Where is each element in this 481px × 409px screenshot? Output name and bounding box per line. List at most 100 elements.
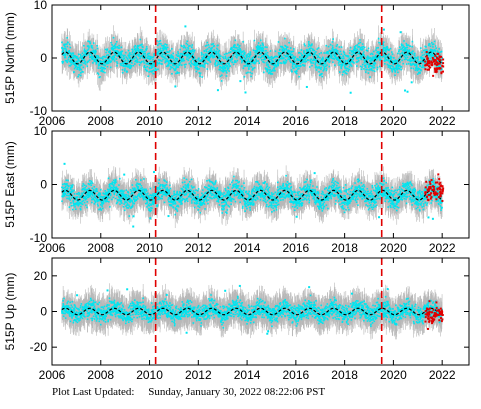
data-point [115,50,117,52]
data-point [186,50,188,52]
data-point [276,66,278,68]
data-point [95,51,97,53]
data-point [185,47,187,49]
data-point [73,57,75,59]
data-point [345,70,347,72]
data-point [141,61,143,63]
data-point [365,71,367,73]
data-point [101,69,103,71]
data-point [259,54,261,56]
data-point [78,74,80,76]
data-point [251,66,253,68]
data-point [332,38,334,40]
data-point [394,74,396,76]
data-point [370,53,372,55]
data-point [345,60,347,62]
data-point [98,74,100,76]
data-point [399,61,401,63]
data-point [328,58,330,60]
data-point [105,52,107,54]
data-point [67,42,69,44]
data-point [402,44,404,46]
data-point [89,41,91,43]
data-point [107,66,109,68]
data-point [242,51,244,53]
data-point [408,63,410,65]
data-point [366,69,368,71]
data-point [109,50,111,52]
data-point [317,67,319,69]
data-point [177,51,179,53]
data-point [136,49,138,51]
data-point [250,52,252,54]
data-point [228,67,230,69]
data-point [178,72,180,74]
data-point [226,72,228,74]
data-point [319,53,321,55]
data-point [365,67,367,69]
data-point [106,55,108,57]
data-point [371,58,373,60]
data-point [397,72,399,74]
data-point [104,72,106,74]
data-point [217,45,219,47]
data-point [309,66,311,68]
data-point [157,44,159,46]
data-point [170,63,172,65]
data-point [71,64,73,66]
data-point [258,62,260,64]
data-point [349,50,351,52]
data-point [406,43,408,45]
data-point [261,55,263,57]
data-point [122,50,124,52]
data-point [239,45,241,47]
data-point [303,59,305,61]
data-point [307,56,309,58]
data-point [403,40,405,42]
data-point [373,51,375,53]
data-point [215,62,217,64]
data-point [66,49,68,51]
data-point [374,70,376,72]
data-point [148,53,150,55]
data-point [342,64,344,66]
data-point [318,71,320,73]
data-point [395,71,397,73]
data-point [145,57,147,59]
data-point [342,74,344,76]
data-point [187,55,189,57]
data-point [290,61,292,63]
data-point [186,58,188,60]
data-point [114,60,116,62]
data-point [393,57,395,59]
data-point [290,47,292,49]
data-point [406,45,408,47]
data-point [139,58,141,60]
data-point [194,50,196,52]
data-point [403,46,405,48]
data-point [62,61,64,63]
data-point [135,57,137,59]
data-point [220,55,222,57]
data-point [357,44,359,46]
data-point [267,64,269,66]
data-point [124,58,126,60]
data-point [378,51,380,53]
data-point [245,58,247,60]
data-point [343,58,345,60]
data-point [356,50,358,52]
data-point [162,54,164,56]
data-point [305,61,307,63]
data-point [398,51,400,53]
data-point [247,61,249,63]
data-point [108,62,110,64]
data-point [73,71,75,73]
data-point [172,53,174,55]
data-point [292,66,294,68]
data-point [166,49,168,51]
data-point [184,66,186,68]
data-point [269,59,271,61]
